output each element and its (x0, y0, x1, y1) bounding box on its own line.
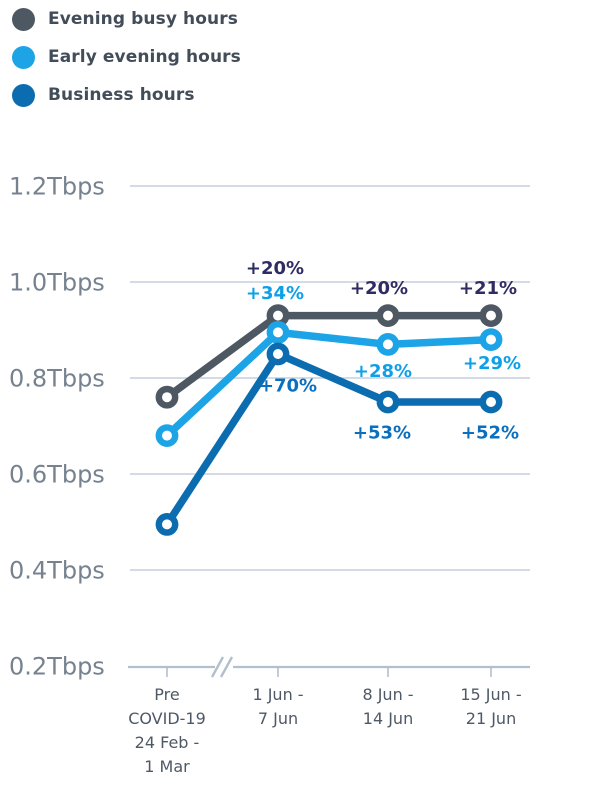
series-line-evening-busy-hours (163, 311, 495, 401)
data-label-business-hours: +70% (259, 376, 317, 397)
legend-label: Early evening hours (48, 47, 241, 67)
data-point-early-evening-hours (155, 424, 179, 447)
legend-dot-business-hours-icon (12, 83, 35, 107)
y-axis-label: 1.2Tbps (9, 173, 105, 201)
series-line-business-hours (163, 350, 495, 529)
data-point-business-hours (479, 390, 503, 414)
legend-dot-evening-busy-hours-icon (12, 7, 35, 31)
data-point-early-evening-hours (266, 320, 290, 344)
legend-label: Business hours (48, 85, 195, 105)
axis-break-icon (210, 656, 225, 678)
data-label-evening-busy-hours: +21% (459, 278, 517, 299)
data-point-business-hours (266, 342, 290, 366)
legend-label: Evening busy hours (48, 9, 238, 29)
data-label-evening-busy-hours: +20% (350, 278, 408, 299)
data-point-early-evening-hours (376, 332, 400, 356)
data-point-early-evening-hours (479, 328, 503, 351)
y-axis-label: 0.6Tbps (9, 461, 105, 489)
data-label-evening-busy-hours: +20% (246, 258, 304, 279)
chart-legend: Evening busy hours Early evening hours B… (12, 0, 241, 114)
x-axis-label: 15 Jun -21 Jun (460, 685, 521, 728)
x-axis-label: Pre COVID-19 24 Feb -1 Mar (128, 685, 206, 776)
data-point-evening-busy-hours (155, 385, 179, 409)
y-axis-label: 0.2Tbps (9, 653, 105, 681)
y-axis-label: 0.4Tbps (9, 557, 105, 585)
data-point-evening-busy-hours (376, 304, 400, 327)
x-axis-label: 1 Jun -7 Jun (252, 685, 303, 728)
legend-dot-early-evening-hours-icon (12, 45, 35, 69)
data-label-business-hours: +53% (353, 423, 411, 444)
data-label-early-evening-hours: +34% (246, 283, 304, 304)
x-axis-label: 8 Jun -14 Jun (362, 685, 413, 728)
legend-item-early-evening-hours: Early evening hours (12, 38, 241, 76)
series-line-early-evening-hours (163, 328, 495, 440)
data-point-business-hours (376, 390, 400, 414)
y-axis-label: 0.8Tbps (9, 365, 105, 393)
data-label-early-evening-hours: +28% (354, 361, 412, 382)
legend-item-evening-busy-hours: Evening busy hours (12, 0, 241, 38)
axis-break-icon (219, 656, 234, 678)
legend-item-business-hours: Business hours (12, 76, 241, 114)
data-point-evening-busy-hours (479, 304, 503, 327)
y-axis-label: 1.0Tbps (9, 269, 105, 297)
data-point-business-hours (155, 513, 179, 536)
data-label-early-evening-hours: +29% (463, 353, 521, 374)
data-label-business-hours: +52% (461, 423, 519, 444)
